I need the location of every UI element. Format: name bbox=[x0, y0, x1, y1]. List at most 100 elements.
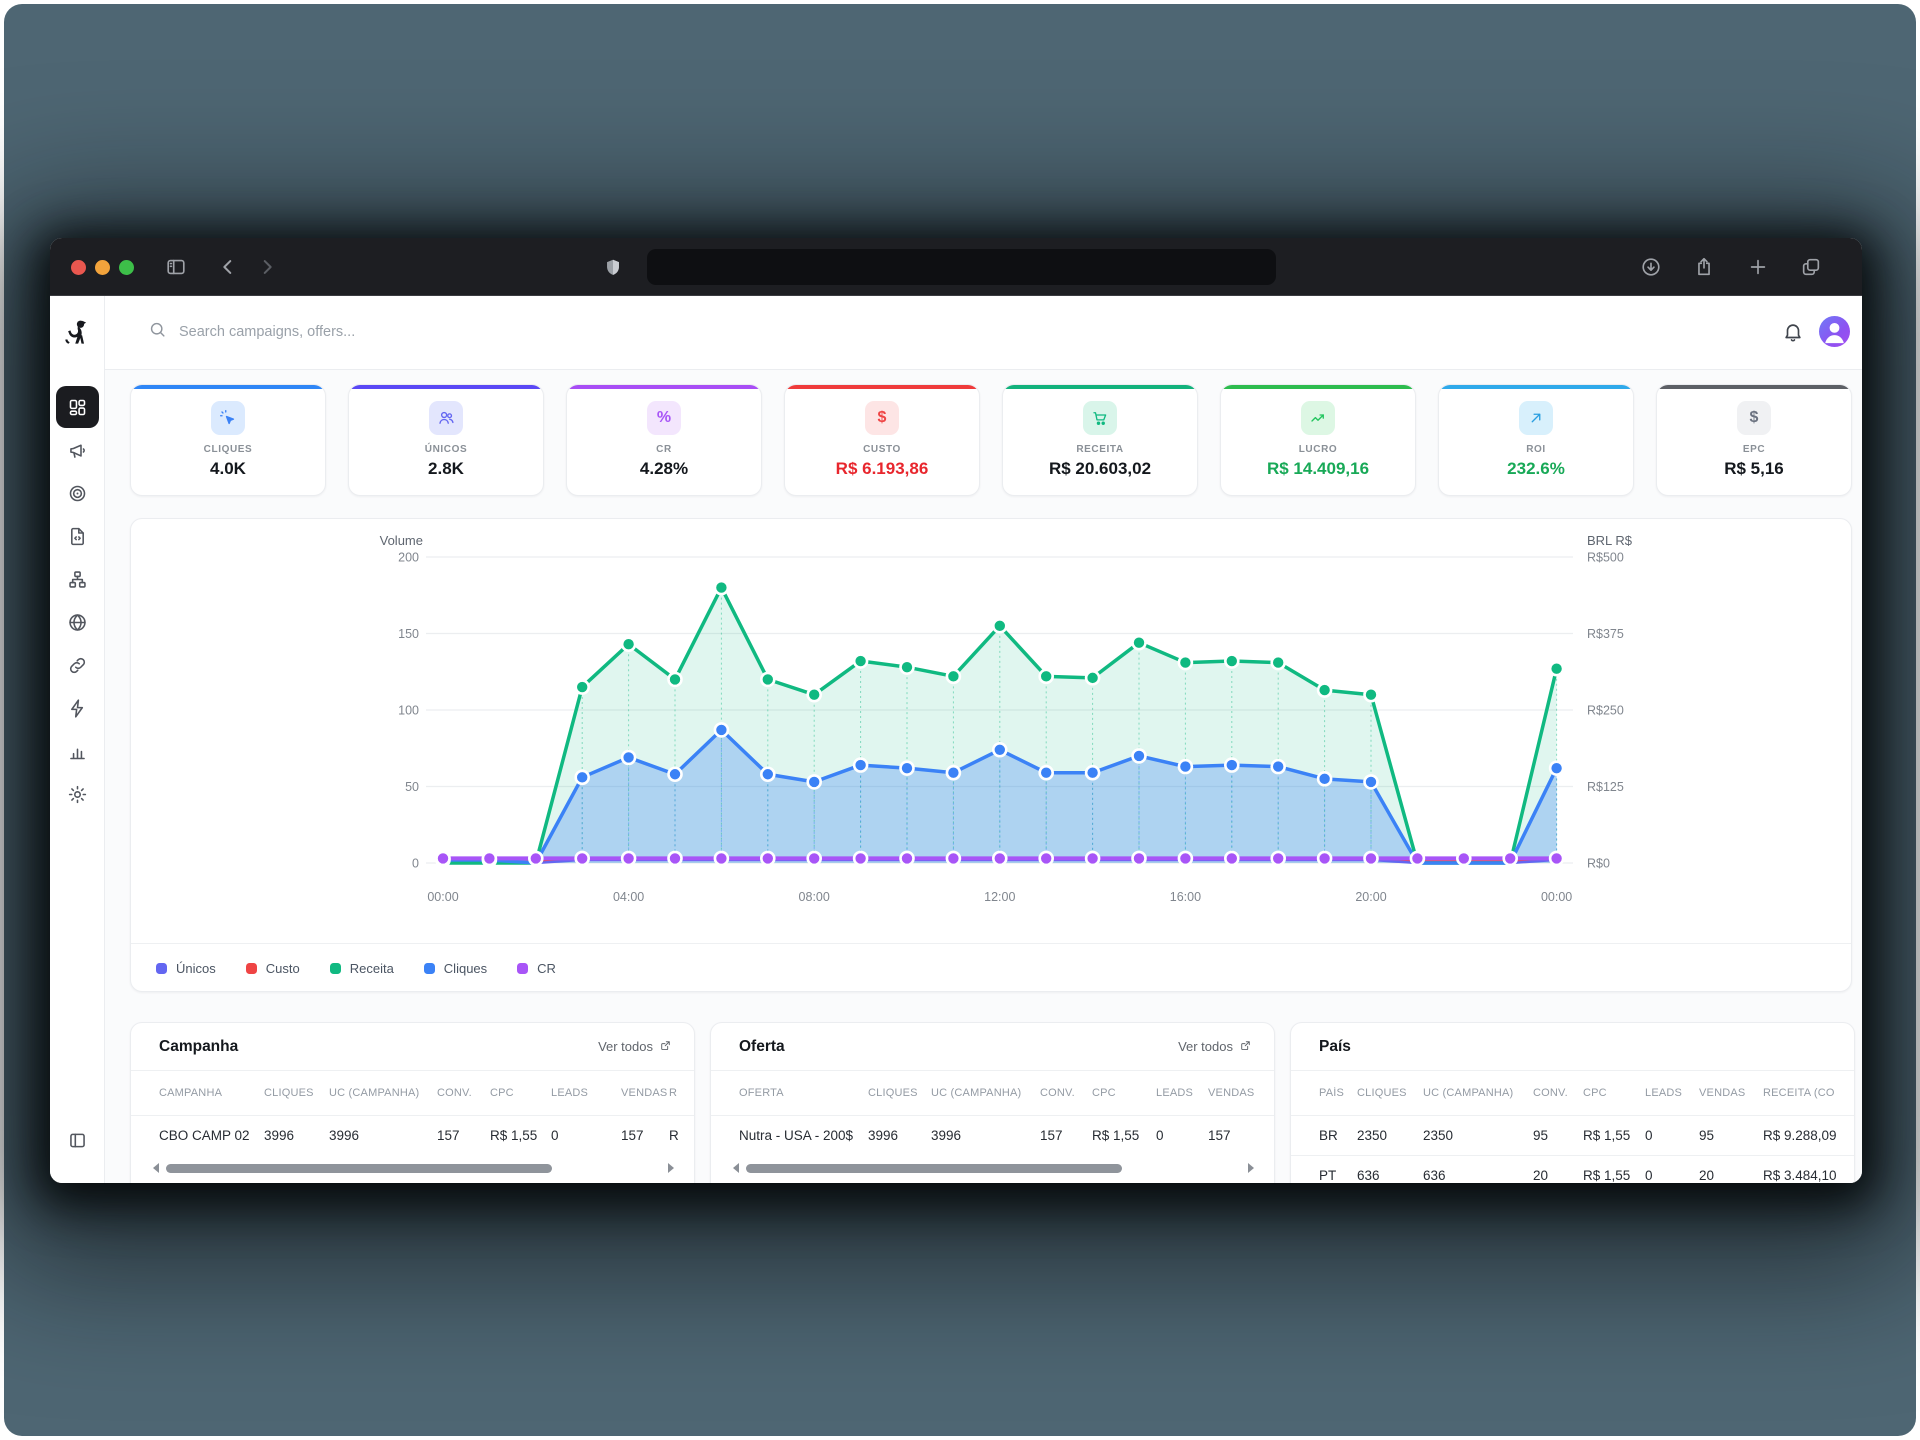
svg-text:04:00: 04:00 bbox=[613, 890, 644, 904]
kpi-label: ÚNICOS bbox=[424, 444, 468, 455]
svg-text:12:00: 12:00 bbox=[984, 890, 1015, 904]
svg-text:00:00: 00:00 bbox=[427, 890, 458, 904]
kpi-value: 4.0K bbox=[210, 459, 246, 478]
tab-overview-icon[interactable] bbox=[1800, 256, 1822, 278]
app-sidebar bbox=[50, 296, 105, 1183]
table-cell: BR bbox=[1319, 1128, 1338, 1143]
table-cell: 2350 bbox=[1423, 1128, 1454, 1143]
horizontal-scrollbar[interactable] bbox=[153, 1163, 674, 1173]
kpi-label: RECEITA bbox=[1076, 444, 1124, 455]
table-cell: 3996 bbox=[868, 1128, 899, 1143]
arrow-up-right-icon bbox=[1519, 401, 1553, 435]
legend-swatch bbox=[245, 963, 257, 974]
sidebar-item-domains[interactable] bbox=[56, 601, 99, 643]
kpi-value: 232.6% bbox=[1507, 459, 1565, 478]
table-title: Oferta bbox=[739, 1037, 785, 1055]
minimize-window-button[interactable] bbox=[95, 260, 110, 275]
table-cell: R$ 1,55 bbox=[1583, 1168, 1631, 1183]
sidebar-item-settings[interactable] bbox=[56, 773, 99, 815]
ver-todos-label: Ver todos bbox=[598, 1039, 653, 1054]
ver-todos-link[interactable]: Ver todos bbox=[598, 1039, 672, 1055]
share-icon[interactable] bbox=[1693, 256, 1715, 278]
download-icon[interactable] bbox=[1640, 256, 1662, 278]
scroll-left-icon[interactable] bbox=[153, 1163, 159, 1173]
zoom-window-button[interactable] bbox=[119, 260, 134, 275]
kpi-accent-bar bbox=[1003, 385, 1197, 389]
scrollbar-track[interactable] bbox=[746, 1163, 1241, 1173]
panel-toggle-icon[interactable] bbox=[56, 1119, 99, 1161]
chart-legend: Únicos Custo Receita Cliques CR bbox=[131, 943, 1851, 993]
kpi-label: CR bbox=[656, 444, 672, 455]
sidebar-item-reports[interactable] bbox=[56, 730, 99, 772]
sidebar-item-links[interactable] bbox=[56, 644, 99, 686]
table-row: PT 636 636 20 R$ 1,55 0 20 R$ 3.484,10 bbox=[1291, 1155, 1854, 1183]
sidebar-item-pages[interactable] bbox=[56, 515, 99, 557]
scrollbar-thumb[interactable] bbox=[746, 1163, 1123, 1173]
table-header-row: PAÍS CLIQUES UC (CAMPANHA) CONV. CPC LEADS VEN… bbox=[1291, 1071, 1854, 1115]
table-cell: 3996 bbox=[931, 1128, 962, 1143]
legend-item-cr[interactable]: CR bbox=[517, 961, 556, 976]
kpi-card-epc: $ EPC R$ 5,16 bbox=[1656, 384, 1852, 496]
table-cell: 157 bbox=[1040, 1128, 1063, 1143]
table-cell: PT bbox=[1319, 1168, 1337, 1183]
table-cell: 3996 bbox=[264, 1128, 295, 1143]
legend-item-cliques[interactable]: Cliques bbox=[423, 961, 487, 976]
svg-text:R$500: R$500 bbox=[1587, 551, 1624, 565]
legend-item-únicos[interactable]: Únicos bbox=[156, 961, 216, 976]
column-header: LEADS bbox=[1645, 1087, 1683, 1099]
search-input[interactable] bbox=[179, 324, 539, 340]
column-header: CLIQUES bbox=[264, 1087, 314, 1099]
table-cell: 2350 bbox=[1357, 1128, 1388, 1143]
timeseries-chart: 200 R$500 150 R$375 100 R$250 50 R$125 0 R$0 Volum… bbox=[380, 533, 1633, 904]
column-header: PAÍS bbox=[1319, 1087, 1345, 1099]
kpi-accent-bar bbox=[131, 385, 325, 389]
legend-label: Custo bbox=[265, 961, 300, 976]
column-header: VENDAS bbox=[1699, 1087, 1746, 1099]
search-icon bbox=[148, 320, 167, 344]
sidebar-toggle-icon[interactable] bbox=[165, 256, 187, 278]
legend-item-receita[interactable]: Receita bbox=[329, 961, 394, 976]
sidebar-item-offers[interactable] bbox=[56, 472, 99, 514]
svg-text:50: 50 bbox=[405, 780, 419, 794]
url-bar[interactable] bbox=[647, 249, 1276, 285]
scrollbar-track[interactable] bbox=[166, 1163, 661, 1173]
table-row: BR 2350 2350 95 R$ 1,55 0 95 R$ 9.288,09 bbox=[1291, 1115, 1854, 1155]
kpi-value: 4.28% bbox=[639, 459, 689, 478]
kpi-label: EPC bbox=[1742, 444, 1766, 455]
close-window-button[interactable] bbox=[71, 260, 86, 275]
scroll-right-icon[interactable] bbox=[1248, 1163, 1254, 1173]
svg-text:R$250: R$250 bbox=[1587, 704, 1624, 718]
scrollbar-thumb[interactable] bbox=[166, 1163, 553, 1173]
column-header: CONV. bbox=[1040, 1087, 1075, 1099]
column-header: OFERTA bbox=[739, 1087, 784, 1099]
dog-logo[interactable] bbox=[62, 318, 92, 348]
scroll-right-icon[interactable] bbox=[668, 1163, 674, 1173]
kpi-value: R$ 14.409,16 bbox=[1266, 459, 1370, 478]
user-avatar[interactable] bbox=[1819, 316, 1850, 347]
table-cell: 20 bbox=[1699, 1168, 1715, 1183]
bell-icon[interactable] bbox=[1782, 321, 1804, 343]
kpi-card-roi: ROI 232.6% bbox=[1438, 384, 1634, 496]
new-tab-button[interactable] bbox=[1747, 256, 1769, 278]
legend-label: Únicos bbox=[176, 961, 216, 976]
svg-text:R$375: R$375 bbox=[1587, 627, 1624, 641]
kpi-value: R$ 5,16 bbox=[1724, 459, 1784, 478]
back-button[interactable] bbox=[217, 256, 239, 278]
legend-item-custo[interactable]: Custo bbox=[245, 961, 300, 976]
scroll-left-icon[interactable] bbox=[733, 1163, 739, 1173]
sidebar-item-dashboard[interactable] bbox=[56, 386, 99, 428]
sidebar-item-campaigns[interactable] bbox=[56, 429, 99, 471]
legend-swatch bbox=[329, 963, 341, 974]
ver-todos-link[interactable]: Ver todos bbox=[1178, 1039, 1252, 1055]
dollar-glyph-icon: $ bbox=[1737, 401, 1771, 435]
svg-text:08:00: 08:00 bbox=[799, 890, 830, 904]
sidebar-item-automation[interactable] bbox=[56, 687, 99, 729]
kpi-card-cliques: CLIQUES 4.0K bbox=[130, 384, 326, 496]
forward-button[interactable] bbox=[256, 256, 278, 278]
column-header: CPC bbox=[1583, 1087, 1607, 1099]
sidebar-item-funnels[interactable] bbox=[56, 558, 99, 600]
kpi-accent-bar bbox=[349, 385, 543, 389]
table-cell: 0 bbox=[1645, 1168, 1653, 1183]
horizontal-scrollbar[interactable] bbox=[733, 1163, 1254, 1173]
kpi-accent-bar bbox=[567, 385, 761, 389]
